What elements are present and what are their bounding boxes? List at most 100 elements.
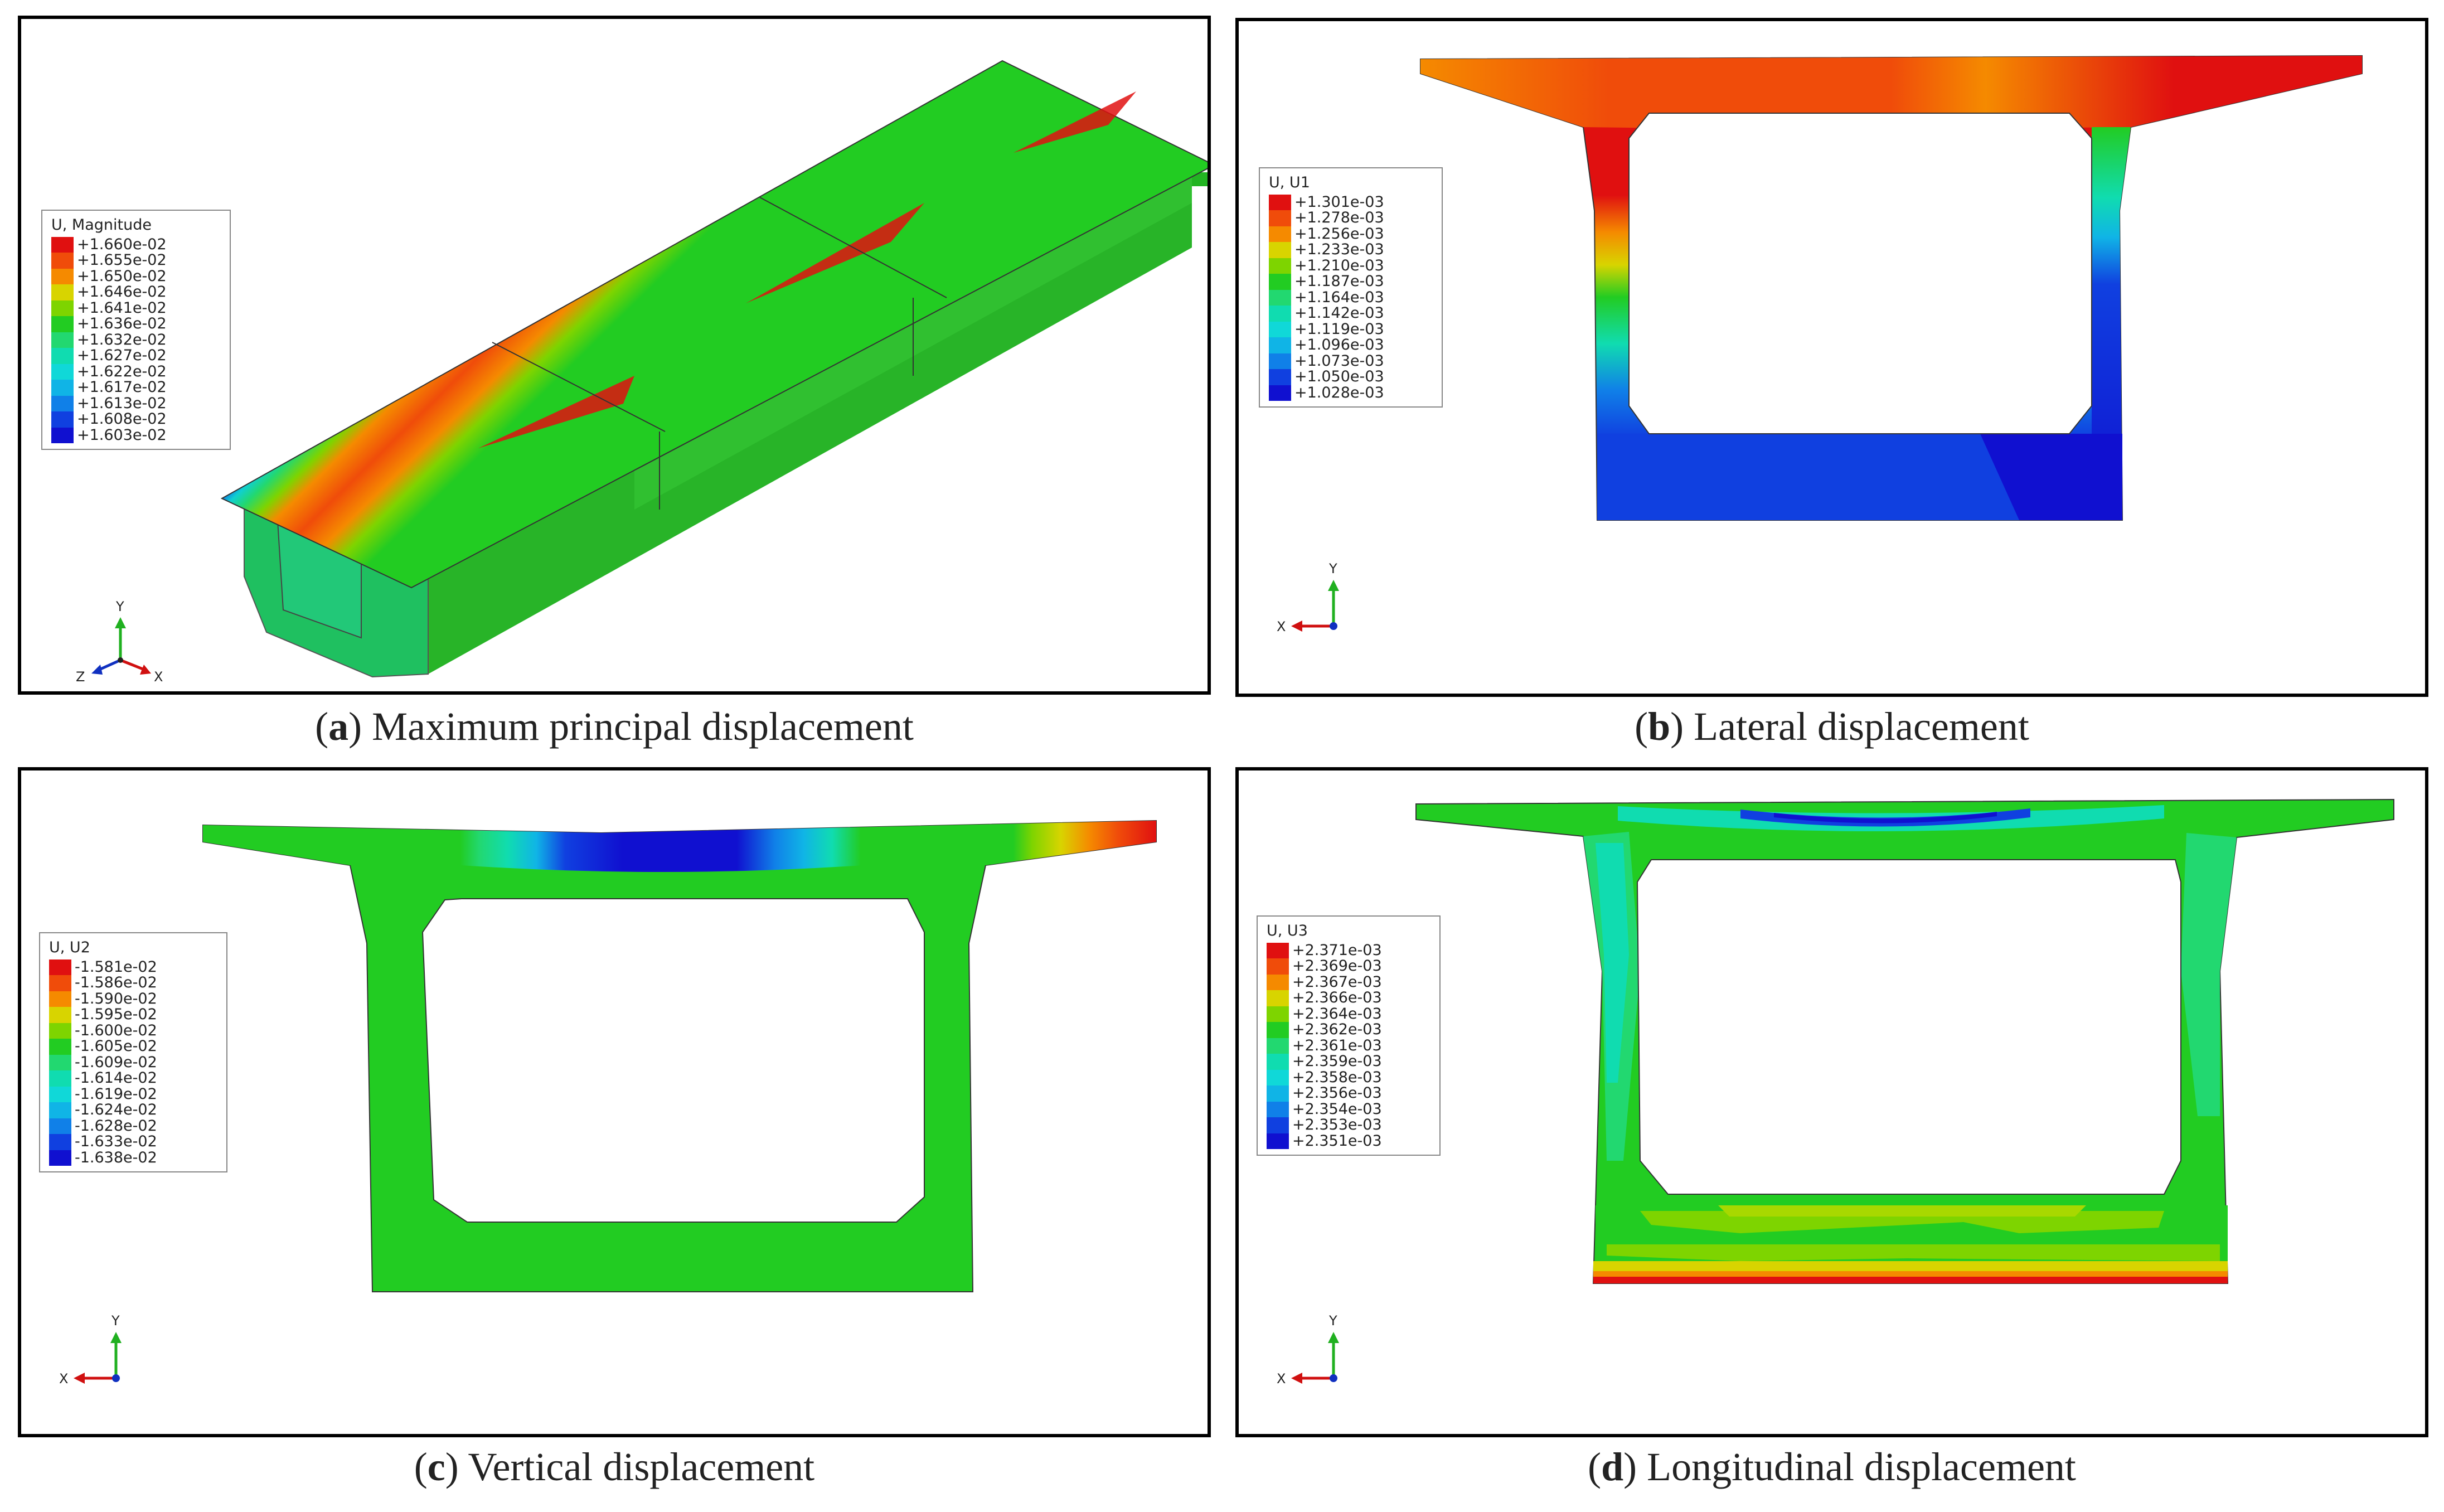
legend-value: +1.142e-03 — [1294, 304, 1384, 322]
triad-arrows — [1291, 580, 1339, 632]
legend-swatch — [49, 1102, 71, 1118]
legend-swatch — [1267, 1069, 1289, 1085]
section-contour-lateral — [1420, 55, 2363, 521]
axis-label-x: X — [59, 1371, 69, 1387]
legend-value: -1.609e-02 — [75, 1053, 157, 1071]
legend-row: +2.351e-03 — [1267, 1133, 1430, 1149]
legend-swatch — [51, 316, 74, 332]
legend-row: +1.622e-02 — [51, 364, 221, 380]
legend-row: +1.278e-03 — [1269, 210, 1433, 226]
girder-3d-contour — [220, 60, 1208, 678]
legend-row: +1.608e-02 — [51, 411, 221, 428]
legend-swatch — [51, 332, 74, 348]
legend-row: +2.356e-03 — [1267, 1085, 1430, 1102]
legend-row: +2.367e-03 — [1267, 973, 1430, 991]
legend-value: +1.641e-02 — [77, 299, 167, 317]
axis-label-z: Z — [76, 669, 85, 685]
legend-row: +1.617e-02 — [51, 379, 221, 396]
legend-row: +2.358e-03 — [1267, 1068, 1430, 1086]
legend-swatch — [51, 300, 74, 316]
legend-value: +2.369e-03 — [1292, 957, 1382, 975]
legend-swatch — [1267, 1022, 1289, 1038]
legend-value: +2.367e-03 — [1292, 973, 1382, 991]
legend-row: +1.187e-03 — [1269, 273, 1433, 290]
legend-swatch — [1269, 226, 1291, 242]
legend-row: +2.362e-03 — [1267, 1021, 1430, 1038]
legend-swatch — [1269, 242, 1291, 258]
legend-swatch — [1267, 1038, 1289, 1054]
legend-rows: +1.660e-02 +1.655e-02 +1.650e-02 +1.646e-02… — [51, 235, 221, 443]
legend-value: +2.359e-03 — [1292, 1053, 1382, 1070]
caption-letter: b — [1648, 704, 1671, 749]
legend-value: +1.278e-03 — [1294, 209, 1384, 226]
legend-value: +1.660e-02 — [77, 235, 167, 253]
legend-value: +2.353e-03 — [1292, 1116, 1382, 1133]
triad-arrows — [1291, 1332, 1339, 1384]
legend-swatch — [51, 380, 74, 396]
legend-swatch — [1269, 385, 1291, 401]
axis-label-y: Y — [1329, 1313, 1337, 1329]
legend-row: +1.233e-03 — [1269, 241, 1433, 258]
legend-rows: +1.301e-03 +1.278e-03 +1.256e-03 +1.233e-03… — [1269, 194, 1433, 401]
caption-b: (b) Lateral displacement — [1635, 704, 2029, 749]
legend-row: +1.164e-03 — [1269, 289, 1433, 306]
legend-swatch — [1267, 958, 1289, 975]
legend-rows: -1.581e-02 -1.586e-02 -1.590e-02 -1.595e-02… — [49, 959, 217, 1166]
legend-value: +1.636e-02 — [77, 315, 167, 332]
legend-value: -1.586e-02 — [75, 974, 157, 991]
legend-row: -1.633e-02 — [49, 1133, 217, 1150]
caption-letter: d — [1601, 1445, 1624, 1489]
legend-value: -1.624e-02 — [75, 1101, 157, 1118]
axis-triad: Y X — [55, 1309, 138, 1403]
legend-row: +2.353e-03 — [1267, 1117, 1430, 1133]
legend-swatch — [49, 1054, 71, 1070]
legend-swatch — [1267, 1133, 1289, 1149]
legend-value: +1.233e-03 — [1294, 241, 1384, 258]
legend-swatch — [1269, 337, 1291, 353]
legend-value: -1.619e-02 — [75, 1085, 157, 1103]
legend-swatch — [49, 1134, 71, 1150]
legend-swatch — [1269, 306, 1291, 322]
legend-swatch — [51, 427, 74, 443]
legend-swatch — [51, 268, 74, 284]
legend-rows: +2.371e-03 +2.369e-03 +2.367e-03 +2.366e-03… — [1267, 942, 1430, 1149]
legend-row: -1.614e-02 — [49, 1070, 217, 1087]
legend-row: -1.581e-02 — [49, 958, 217, 976]
legend-swatch — [49, 1022, 71, 1039]
legend-b: U, U1 +1.301e-03 +1.278e-03 +1.256e-03 +1.2… — [1259, 167, 1443, 408]
panel-c: U, U2 -1.581e-02 -1.586e-02 -1.590e-02 -1.5… — [18, 767, 1211, 1437]
legend-swatch — [1267, 942, 1289, 958]
legend-swatch — [49, 991, 71, 1007]
legend-title: U, U1 — [1269, 174, 1310, 191]
axis-label-x: X — [1277, 619, 1286, 634]
legend-swatch — [49, 1118, 71, 1134]
legend-swatch — [1269, 210, 1291, 226]
legend-swatch — [1269, 194, 1291, 210]
legend-swatch — [51, 284, 74, 301]
legend-row: +2.354e-03 — [1267, 1101, 1430, 1117]
legend-row: +1.301e-03 — [1269, 194, 1433, 210]
legend-swatch — [51, 236, 74, 253]
legend-row: +2.366e-03 — [1267, 990, 1430, 1006]
axis-label-y: Y — [1329, 561, 1337, 576]
legend-row: -1.590e-02 — [49, 991, 217, 1007]
legend-row: -1.609e-02 — [49, 1053, 217, 1071]
legend-row: +2.359e-03 — [1267, 1053, 1430, 1070]
legend-value: +1.608e-02 — [77, 410, 167, 428]
legend-value: +2.366e-03 — [1292, 989, 1382, 1006]
caption-d: (d) Longitudinal displacement — [1588, 1445, 2076, 1489]
legend-swatch — [1269, 321, 1291, 337]
legend-row: +2.369e-03 — [1267, 958, 1430, 975]
triad-arrows — [91, 617, 151, 675]
legend-swatch — [1269, 353, 1291, 369]
legend-value: +2.358e-03 — [1292, 1068, 1382, 1086]
legend-row: +1.655e-02 — [51, 252, 221, 269]
legend-swatch — [1267, 1054, 1289, 1070]
caption-text: Lateral displacement — [1694, 704, 2029, 749]
legend-row: +2.364e-03 — [1267, 1006, 1430, 1022]
legend-swatch — [49, 1086, 71, 1102]
legend-value: -1.581e-02 — [75, 958, 157, 976]
legend-row: +1.073e-03 — [1269, 353, 1433, 369]
legend-value: +1.622e-02 — [77, 362, 167, 380]
axis-label-y: Y — [111, 1313, 120, 1329]
